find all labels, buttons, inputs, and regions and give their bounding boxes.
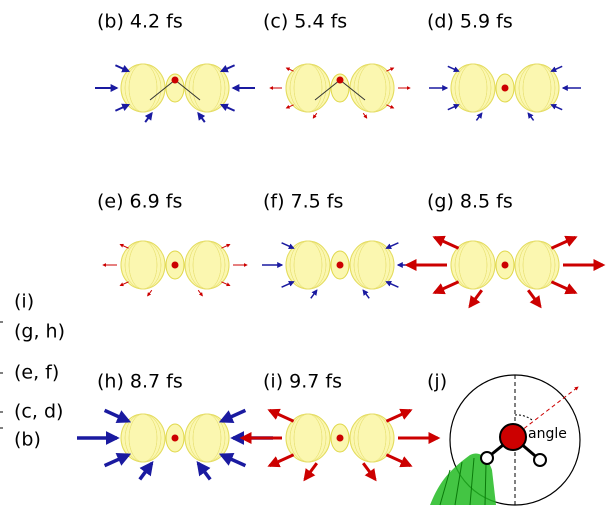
force-arrow (198, 290, 202, 296)
force-arrow (221, 410, 245, 421)
oxygen (502, 85, 509, 92)
force-arrow (311, 290, 317, 298)
side-ticks (0, 322, 3, 428)
force-arrow (386, 105, 393, 108)
side-label: (e, f) (14, 362, 59, 384)
force-arrow (198, 463, 210, 479)
force-arrow (435, 282, 459, 293)
force-arrow (221, 65, 234, 71)
panel-label: (f) 7.5 fs (263, 191, 343, 213)
force-arrow (551, 66, 562, 71)
panel-label: (d) 5.9 fs (427, 11, 513, 33)
force-arrow (313, 113, 317, 118)
force-arrow (120, 282, 128, 286)
force-arrow (282, 243, 294, 248)
force-arrow (551, 237, 575, 248)
molecule (103, 241, 247, 296)
force-arrow (120, 244, 128, 248)
force-arrow (386, 455, 410, 466)
panel-label: (e) 6.9 fs (97, 191, 182, 213)
oxygen (337, 77, 344, 84)
force-arrow (198, 113, 205, 122)
inset-diagram: angle (j) (427, 371, 580, 506)
oxygen (337, 262, 344, 269)
force-arrow (386, 243, 398, 248)
force-arrow (551, 105, 562, 110)
force-arrow (305, 463, 317, 479)
oxygen (337, 435, 344, 442)
force-arrow (115, 65, 128, 71)
oxygen (172, 262, 179, 269)
force-arrow (363, 290, 369, 298)
molecule (407, 237, 603, 306)
force-arrow (551, 282, 575, 293)
panel-label: (i) 9.7 fs (263, 371, 342, 393)
force-arrow (448, 66, 459, 71)
force-arrow (148, 290, 152, 296)
force-arrow (386, 68, 393, 71)
force-arrow (105, 410, 129, 421)
molecule (77, 410, 273, 479)
panel-label: (j) (427, 371, 447, 393)
side-label: (c, d) (14, 401, 63, 423)
molecule (270, 64, 410, 118)
force-arrow (115, 105, 128, 111)
force-arrow (145, 113, 152, 122)
side-label: (i) (14, 291, 34, 313)
force-arrow (528, 290, 540, 306)
oxygen (172, 435, 179, 442)
side-label: (b) (14, 429, 41, 451)
force-arrow (221, 105, 234, 111)
force-arrow (140, 463, 152, 479)
force-arrow (448, 105, 459, 110)
force-arrow (282, 282, 294, 287)
molecule (429, 64, 581, 120)
force-arrow (221, 455, 245, 466)
force-arrow (470, 290, 482, 306)
figure: angle (j) (b) 4.2 fs (c) 5.4 fs (d) 5.9 fs… (0, 0, 614, 506)
oxygen (502, 262, 509, 269)
page: {"panels": [ {"label": "(b) 4.2 fs"}, {"… (0, 0, 614, 506)
force-arrow (386, 410, 410, 421)
molecule (242, 410, 438, 479)
force-arrow (528, 113, 533, 120)
oxygen (172, 77, 179, 84)
panel-label: (g) 8.5 fs (427, 191, 513, 213)
force-arrow (363, 113, 367, 118)
force-arrow (286, 68, 293, 71)
force-arrow (221, 282, 229, 286)
panel-label: (c) 5.4 fs (263, 11, 347, 33)
force-arrow (105, 455, 129, 466)
side-label: (g, h) (14, 321, 65, 343)
force-arrow (435, 237, 459, 248)
molecule (95, 64, 255, 122)
force-arrow (363, 463, 375, 479)
panel-label: (h) 8.7 fs (97, 371, 183, 393)
force-arrow (386, 282, 398, 287)
molecule (262, 241, 418, 298)
force-arrow (476, 113, 481, 120)
angle-label: angle (528, 426, 567, 442)
force-arrow (221, 244, 229, 248)
force-arrow (270, 455, 294, 466)
force-arrow (270, 410, 294, 421)
force-arrow (286, 105, 293, 108)
panel-label: (b) 4.2 fs (97, 11, 183, 33)
